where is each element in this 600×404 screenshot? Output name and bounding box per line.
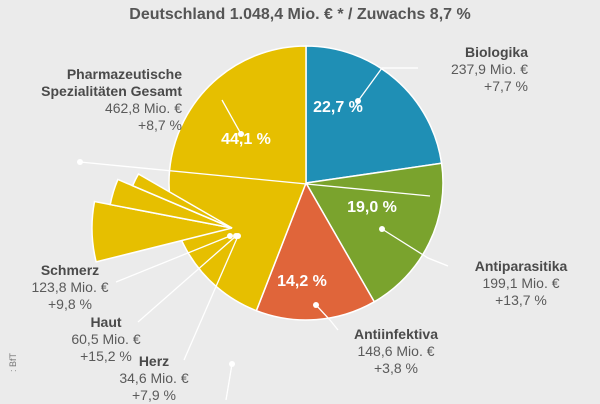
- label-antiinfektiva: Antiinfektiva 148,6 Mio. € +3,8 %: [336, 326, 456, 377]
- chart-title: Deutschland 1.048,4 Mio. € * / Zuwachs 8…: [129, 6, 471, 23]
- label-herz-value: 34,6 Mio. €: [119, 370, 189, 386]
- slice-antiinfektiva: [255, 181, 376, 321]
- label-herz: Herz 34,6 Mio. € +7,9 %: [116, 353, 192, 404]
- label-biologika: Biologika 237,9 Mio. € +7,7 %: [420, 44, 528, 95]
- leader-line-antiparasitika: [381, 228, 449, 267]
- label-pharma-name-line1: Pharmazeutische: [66, 66, 182, 82]
- label-herz-growth: +7,9 %: [132, 387, 176, 403]
- leader-dot-antiinfektiva: [313, 302, 319, 308]
- label-haut-name: Haut: [90, 314, 122, 330]
- slice-pharma: [168, 45, 307, 312]
- slice-antiparasitika: [304, 162, 444, 303]
- leader-dot-schmerz: [227, 233, 233, 239]
- leader-dot-antiparasitika: [379, 226, 385, 232]
- label-antiinfektiva-name: Antiinfektiva: [353, 326, 438, 342]
- percent-label-pharma: 44,1 %: [221, 131, 271, 148]
- leader-dot-subroot: [229, 361, 235, 367]
- leader-line-haut: [137, 235, 237, 323]
- label-biologika-growth: +7,7 %: [484, 78, 528, 94]
- leader-dot-herz: [235, 233, 241, 239]
- leader-dot-pharma: [238, 131, 244, 137]
- label-biologika-name: Biologika: [464, 44, 528, 60]
- leader-line-antiinfektiva: [315, 304, 339, 331]
- label-haut-value: 60,5 Mio. €: [71, 331, 141, 347]
- leader-dot-pharma-long: [77, 159, 83, 165]
- leader-line-biologika: [357, 67, 418, 102]
- sub-slice-haut: [109, 178, 233, 229]
- label-antiparasitika-name: Antiparasitika: [474, 258, 568, 274]
- label-biologika-value: 237,9 Mio. €: [450, 61, 528, 77]
- label-antiparasitika-growth: +13,7 %: [495, 292, 547, 308]
- label-schmerz-value: 123,8 Mio. €: [31, 279, 109, 295]
- label-pharma-growth: +8,7 %: [138, 117, 182, 133]
- leader-line-pharma-long: [79, 161, 431, 197]
- percent-label-antiinfektiva: 14,2 %: [277, 273, 327, 290]
- label-antiparasitika: Antiparasitika 199,1 Mio. € +13,7 %: [450, 258, 592, 309]
- label-schmerz: Schmerz 123,8 Mio. € +9,8 %: [30, 262, 110, 313]
- sub-slice-herz: [131, 172, 233, 229]
- label-antiinfektiva-growth: +3,8 %: [374, 360, 418, 376]
- leader-line-herz: [183, 235, 239, 361]
- percent-label-biologika: 22,7 %: [313, 99, 363, 116]
- label-pharma: Pharmazeutische Spezialitäten Gesamt 462…: [20, 66, 182, 134]
- leader-line-schmerz: [115, 235, 231, 283]
- label-pharma-name-line2: Spezialitäten Gesamt: [41, 83, 182, 99]
- slice-biologika: [305, 45, 443, 184]
- label-schmerz-name: Schmerz: [40, 262, 100, 278]
- label-antiparasitika-value: 199,1 Mio. €: [482, 275, 560, 291]
- leader-line-subroot: [225, 363, 233, 400]
- label-herz-name: Herz: [138, 353, 170, 369]
- leader-line-pharma: [221, 99, 242, 135]
- leader-dot-biologika: [355, 98, 361, 104]
- label-haut-growth: +15,2 %: [80, 348, 132, 364]
- percent-label-antiparasitika: 19,0 %: [347, 199, 397, 216]
- label-haut: Haut 60,5 Mio. € +15,2 %: [66, 314, 146, 365]
- label-antiinfektiva-value: 148,6 Mio. €: [357, 343, 435, 359]
- label-pharma-value: 462,8 Mio. €: [104, 100, 182, 116]
- sub-slice-schmerz: [91, 200, 233, 263]
- label-schmerz-growth: +9,8 %: [48, 296, 92, 312]
- source-note: : BfT: [8, 352, 18, 372]
